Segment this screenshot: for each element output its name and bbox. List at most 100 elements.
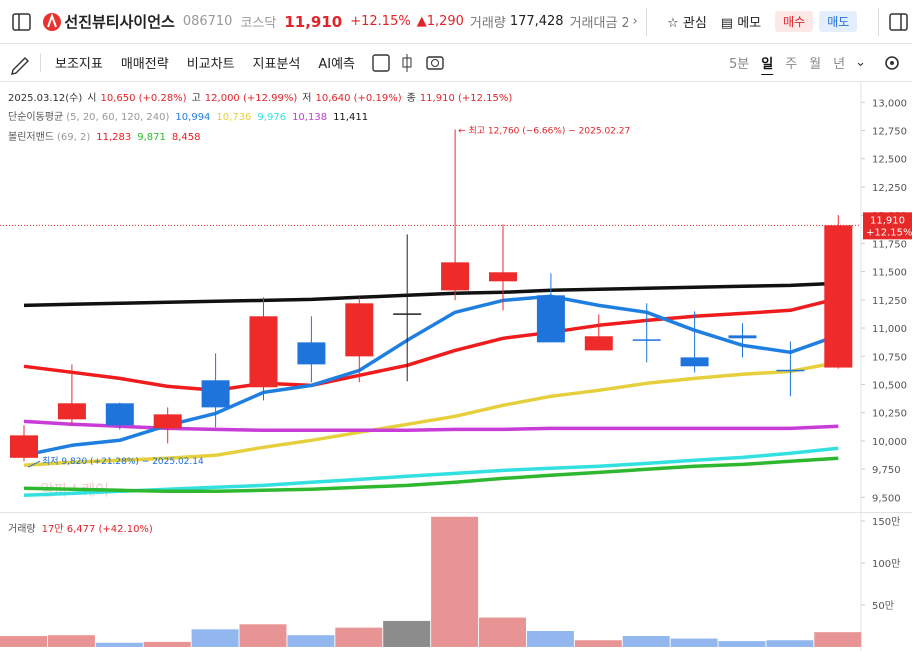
volume-bar: [718, 641, 766, 647]
ma-legend: 단순이동평균 (5, 20, 60, 120, 240) 10,994 10,736 9…: [8, 111, 368, 123]
toolbar-item[interactable]: 비교차트: [186, 57, 235, 72]
volume: 177,428: [509, 14, 564, 29]
y-tick-label: 9,500: [872, 493, 901, 504]
volume-bar: [0, 636, 47, 647]
volume-bar: [479, 617, 526, 647]
period-dropdown[interactable]: ⌄: [855, 55, 866, 70]
y-tick-label: 150만: [872, 516, 900, 528]
low-note: 최저 9,820 (+21.28%) − 2025.02.14: [42, 456, 204, 467]
stock-name: 선진뷰티사이언스: [64, 13, 175, 31]
y-tick-label: 12,500: [872, 155, 907, 166]
candle-body: [776, 369, 805, 372]
period[interactable]: 월: [809, 57, 822, 72]
logo: [43, 12, 62, 31]
legend-value: 10,138: [292, 112, 327, 123]
volume-bar: [47, 635, 95, 647]
indicator-line: [23, 296, 839, 393]
change: ▲1,290: [416, 14, 464, 29]
volume-label: 거래량: [469, 16, 506, 31]
stock-code: 086710: [182, 14, 233, 29]
candle-body: [489, 272, 517, 282]
legend-value: 10,994: [175, 112, 210, 123]
legend-value: 10,736: [216, 112, 251, 123]
indicator-line: [23, 446, 839, 498]
y-tick-label: 11,500: [872, 268, 907, 279]
draw-icon[interactable]: [0, 44, 40, 82]
toolbar-item[interactable]: 보조지표: [55, 57, 103, 72]
info-value: 11,910 (+12.15%): [420, 93, 513, 104]
legend-title: 볼린저밴드: [8, 131, 54, 143]
sell-button[interactable]: 매도: [819, 11, 858, 32]
y-tick-label: 10,750: [872, 352, 907, 363]
y-tick-label: 12,250: [872, 183, 907, 194]
info-label: 고: [192, 93, 201, 104]
toolbar-items: 보조지표 매매전략 비교차트 지표분석 AI예측: [40, 53, 355, 72]
header: 선진뷰티사이언스 086710 코스닥 11,910 +12.15% ▲1,29…: [0, 0, 912, 44]
low-arrow: [27, 460, 41, 468]
volume-bar: [143, 641, 191, 647]
watch-label: 관심: [682, 16, 707, 31]
market: 코스닥: [240, 16, 277, 31]
candle-body: [153, 414, 182, 429]
info-value: 12,000 (+12.99%): [205, 93, 298, 104]
panel-icon[interactable]: [879, 0, 912, 44]
period[interactable]: 5분: [728, 57, 750, 72]
y-tick-label: 13,000: [872, 98, 907, 109]
info-line: 2025.03.12(수) 시 10,650 (+0.28%) 고 12,000 (+1…: [8, 92, 512, 104]
volume-label: 거래량: [8, 523, 36, 535]
toolbar-item[interactable]: 지표분석: [252, 57, 301, 72]
volume-bar: [431, 516, 479, 647]
candle-body: [10, 435, 38, 458]
volume-bar: [287, 635, 335, 647]
volume-bar: [383, 620, 431, 647]
info-value: 10,640 (+0.19%): [315, 93, 401, 104]
candle-body: [584, 336, 613, 351]
toolbar-item[interactable]: AI예측: [318, 57, 356, 72]
candle-body: [536, 295, 565, 343]
volume-bar: [239, 624, 287, 647]
indicator-line: [23, 360, 839, 468]
buy-button[interactable]: 매수: [775, 11, 814, 32]
settings-icon[interactable]: [876, 44, 912, 82]
indicator-line: [23, 419, 839, 433]
y-tick-label: 100만: [872, 558, 900, 570]
sidebar-icon[interactable]: [0, 0, 40, 44]
high-note: ← 최고 12,760 (−6.66%) − 2025.02.27: [458, 125, 630, 136]
watch-button[interactable]: ☆ 관심: [667, 16, 707, 31]
period[interactable]: 년: [833, 57, 846, 72]
bb-legend: 볼린저밴드 (69, 2) 11,283 9,871 8,458: [8, 131, 201, 143]
candle-body: [105, 403, 134, 426]
last-change: +12.15%: [866, 227, 912, 238]
memo-label: 메모: [737, 16, 762, 31]
info-value: 10,650 (+0.28%): [100, 93, 186, 104]
indicator-line: [23, 281, 839, 308]
memo-button[interactable]: ▤ 메모: [720, 16, 762, 31]
y-tick-label: 11,750: [872, 239, 907, 250]
volume-bar: [95, 642, 143, 647]
info-label: 종: [407, 92, 416, 104]
toolbar-item[interactable]: 매매전략: [120, 57, 169, 72]
legend-value: 8,458: [172, 132, 201, 143]
change-pct: +12.15%: [350, 14, 411, 29]
toolbar: 보조지표 매매전략 비교차트 지표분석 AI예측 5분 일 주 월 년 ⌄: [0, 44, 912, 82]
legend-value: 9,976: [257, 112, 286, 123]
amount-label: 거래대금 20: [569, 16, 629, 31]
volume-bar: [574, 640, 622, 647]
volume-bar: [814, 632, 862, 647]
candle-body: [201, 380, 230, 408]
period[interactable]: 일: [761, 57, 774, 72]
info-label: 저: [302, 92, 311, 104]
price: 11,910: [284, 12, 343, 31]
y-tick-label: 10,500: [872, 380, 907, 391]
info-label: 시: [87, 92, 96, 104]
y-tick-label: 10,250: [872, 409, 907, 420]
periods: 5분 일 주 월 년: [729, 53, 845, 72]
more-arrow[interactable]: ›: [632, 14, 638, 29]
period[interactable]: 주: [785, 57, 798, 72]
volume-bar: [335, 627, 383, 647]
candle-body: [345, 303, 374, 357]
y-tick-label: 50만: [872, 600, 894, 612]
y-tick-label: 10,000: [872, 437, 907, 448]
toolbar-icons[interactable]: [355, 44, 445, 82]
